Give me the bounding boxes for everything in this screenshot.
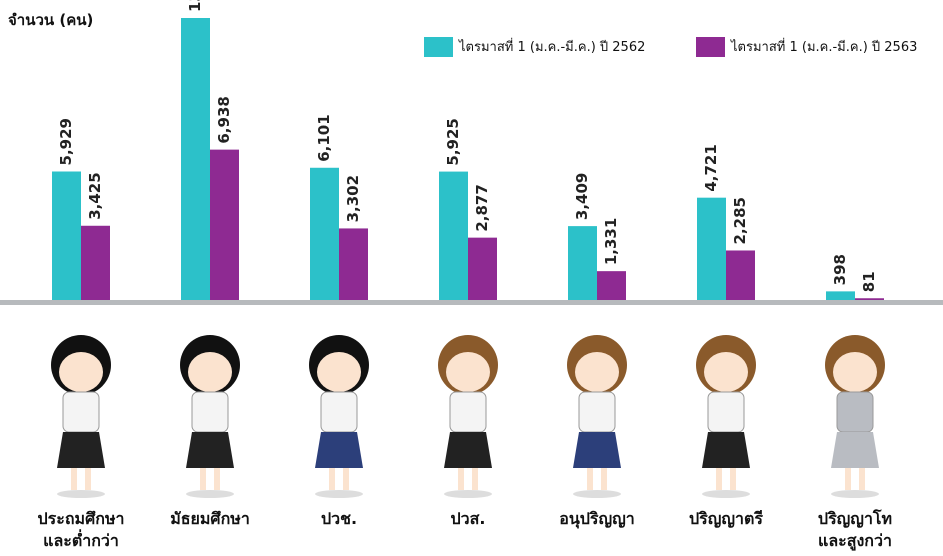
figure-shadow: [57, 490, 105, 498]
figure-shadow: [831, 490, 879, 498]
bar: [210, 149, 239, 300]
figure: [309, 335, 369, 498]
figure: [696, 335, 756, 498]
bar: [855, 298, 884, 300]
figure-leg: [329, 468, 335, 490]
figure-shirt: [62, 391, 100, 433]
figure-face: [575, 352, 619, 392]
figure-skirt: [57, 432, 105, 468]
bar: [726, 250, 755, 300]
legend-item: ไตรมาสที่ 1 (ม.ค.-มี.ค.) ปี 2562: [424, 36, 645, 57]
value-label: 1,331: [602, 218, 620, 265]
figure-shadow: [702, 490, 750, 498]
figure-face: [317, 352, 361, 392]
bar: [181, 18, 210, 300]
bar: [339, 228, 368, 300]
figure-leg: [601, 468, 607, 490]
x-tick-label: ประถมศึกษา และต่ำกว่า: [37, 509, 125, 550]
x-tick-label: มัธยมศึกษา: [170, 509, 250, 528]
figure-leg: [214, 468, 220, 490]
figure-shadow: [315, 490, 363, 498]
legend-swatch: [424, 36, 453, 57]
figure-face: [59, 352, 103, 392]
x-tick-label: ปวส.: [450, 509, 486, 528]
figure-face: [704, 352, 748, 392]
figure-shadow: [573, 490, 621, 498]
bar: [439, 171, 468, 300]
figure-shirt: [578, 391, 616, 433]
figure-leg: [71, 468, 77, 490]
value-label: 5,929: [57, 118, 75, 165]
figure-shirt: [707, 391, 745, 433]
figure-shadow: [186, 490, 234, 498]
figure-skirt: [573, 432, 621, 468]
figure-face: [188, 352, 232, 392]
figure: [180, 335, 240, 498]
value-label: 4,721: [702, 144, 720, 191]
bar: [310, 167, 339, 300]
bar: [597, 271, 626, 300]
legend-label: ไตรมาสที่ 1 (ม.ค.-มี.ค.) ปี 2563: [731, 40, 918, 55]
legend-item: ไตรมาสที่ 1 (ม.ค.-มี.ค.) ปี 2563: [696, 36, 917, 57]
bar: [81, 225, 110, 300]
value-label: 5,925: [444, 118, 462, 165]
figure-shirt: [191, 391, 229, 433]
figure-leg: [458, 468, 464, 490]
figure-shadow: [444, 490, 492, 498]
value-label: 6,938: [215, 96, 233, 143]
bar: [468, 237, 497, 300]
figure: [51, 335, 111, 498]
figure: [825, 335, 885, 498]
figure: [567, 335, 627, 498]
figure-skirt: [702, 432, 750, 468]
figure-leg: [85, 468, 91, 490]
value-label: 3,302: [344, 175, 362, 222]
value-label: 398: [831, 254, 849, 285]
figure-face: [833, 352, 877, 392]
bar: [697, 197, 726, 300]
y-axis-label: จำนวน (คน): [8, 11, 94, 29]
legend-swatch: [696, 36, 725, 57]
figure-leg: [200, 468, 206, 490]
value-label: 3,409: [573, 173, 591, 220]
figure-skirt: [315, 432, 363, 468]
figure: [438, 335, 498, 498]
bar: [826, 291, 855, 300]
x-tick-label: ปริญญาโท และสูงกว่า: [817, 509, 893, 550]
figure-skirt: [831, 432, 879, 468]
bar: [52, 171, 81, 300]
value-label: 81: [860, 271, 878, 292]
value-label: 2,285: [731, 197, 749, 244]
figure-leg: [730, 468, 736, 490]
value-label: 13,011: [186, 0, 204, 12]
x-tick-label: ปวช.: [320, 509, 358, 528]
bar: [568, 226, 597, 300]
figure-shirt: [320, 391, 358, 433]
value-label: 2,877: [473, 184, 491, 231]
legend-label: ไตรมาสที่ 1 (ม.ค.-มี.ค.) ปี 2562: [459, 40, 646, 55]
figure-leg: [859, 468, 865, 490]
x-tick-label: ปริญญาตรี: [689, 509, 763, 528]
figure-leg: [716, 468, 722, 490]
figure-leg: [343, 468, 349, 490]
value-label: 6,101: [315, 114, 333, 161]
figure-leg: [472, 468, 478, 490]
figure-shirt: [836, 391, 874, 433]
figure-face: [446, 352, 490, 392]
figure-skirt: [444, 432, 492, 468]
figure-shirt: [449, 391, 487, 433]
figure-leg: [587, 468, 593, 490]
figure-leg: [845, 468, 851, 490]
baseline: [0, 300, 943, 305]
x-tick-label: อนุปริญญา: [559, 509, 635, 528]
value-label: 3,425: [86, 172, 104, 219]
figure-skirt: [186, 432, 234, 468]
